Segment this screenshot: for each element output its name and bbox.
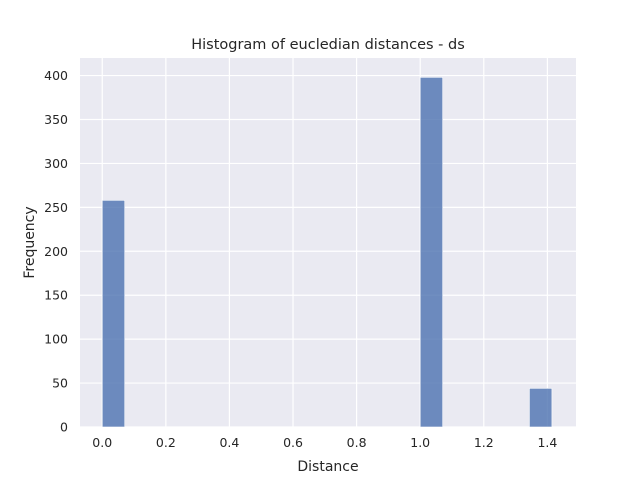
y-tick-label: 50 xyxy=(52,376,68,391)
y-tick-label: 150 xyxy=(44,288,68,303)
x-tick-label: 1.4 xyxy=(537,435,557,450)
histogram-bar xyxy=(101,200,126,428)
x-tick-label: 0.0 xyxy=(92,435,112,450)
histogram-bar xyxy=(419,77,443,428)
x-tick-label: 0.6 xyxy=(283,435,303,450)
y-tick-label: 100 xyxy=(44,332,68,347)
y-axis-label: Frequency xyxy=(22,206,38,278)
x-tick-label: 1.2 xyxy=(474,435,494,450)
x-axis-label: Distance xyxy=(297,459,358,475)
y-tick-label: 0 xyxy=(60,420,68,435)
bars-group xyxy=(101,77,553,428)
y-tick-label: 400 xyxy=(44,68,68,83)
x-tick-label: 1.0 xyxy=(410,435,430,450)
y-tick-label: 350 xyxy=(44,112,68,127)
y-tick-label: 200 xyxy=(44,244,68,259)
plot-area xyxy=(80,58,576,427)
histogram-bar xyxy=(529,388,553,428)
x-tick-label: 0.8 xyxy=(347,435,367,450)
chart-title: Histogram of eucledian distances - ds xyxy=(191,37,465,53)
x-tick-label: 0.4 xyxy=(219,435,239,450)
x-ticks: 0.0 0.2 0.4 0.6 0.8 1.0 1.2 1.4 xyxy=(92,435,557,450)
y-tick-label: 250 xyxy=(44,200,68,215)
x-tick-label: 0.2 xyxy=(156,435,176,450)
y-tick-label: 300 xyxy=(44,156,68,171)
y-ticks: 0 50 100 150 200 250 300 350 400 xyxy=(44,68,68,434)
